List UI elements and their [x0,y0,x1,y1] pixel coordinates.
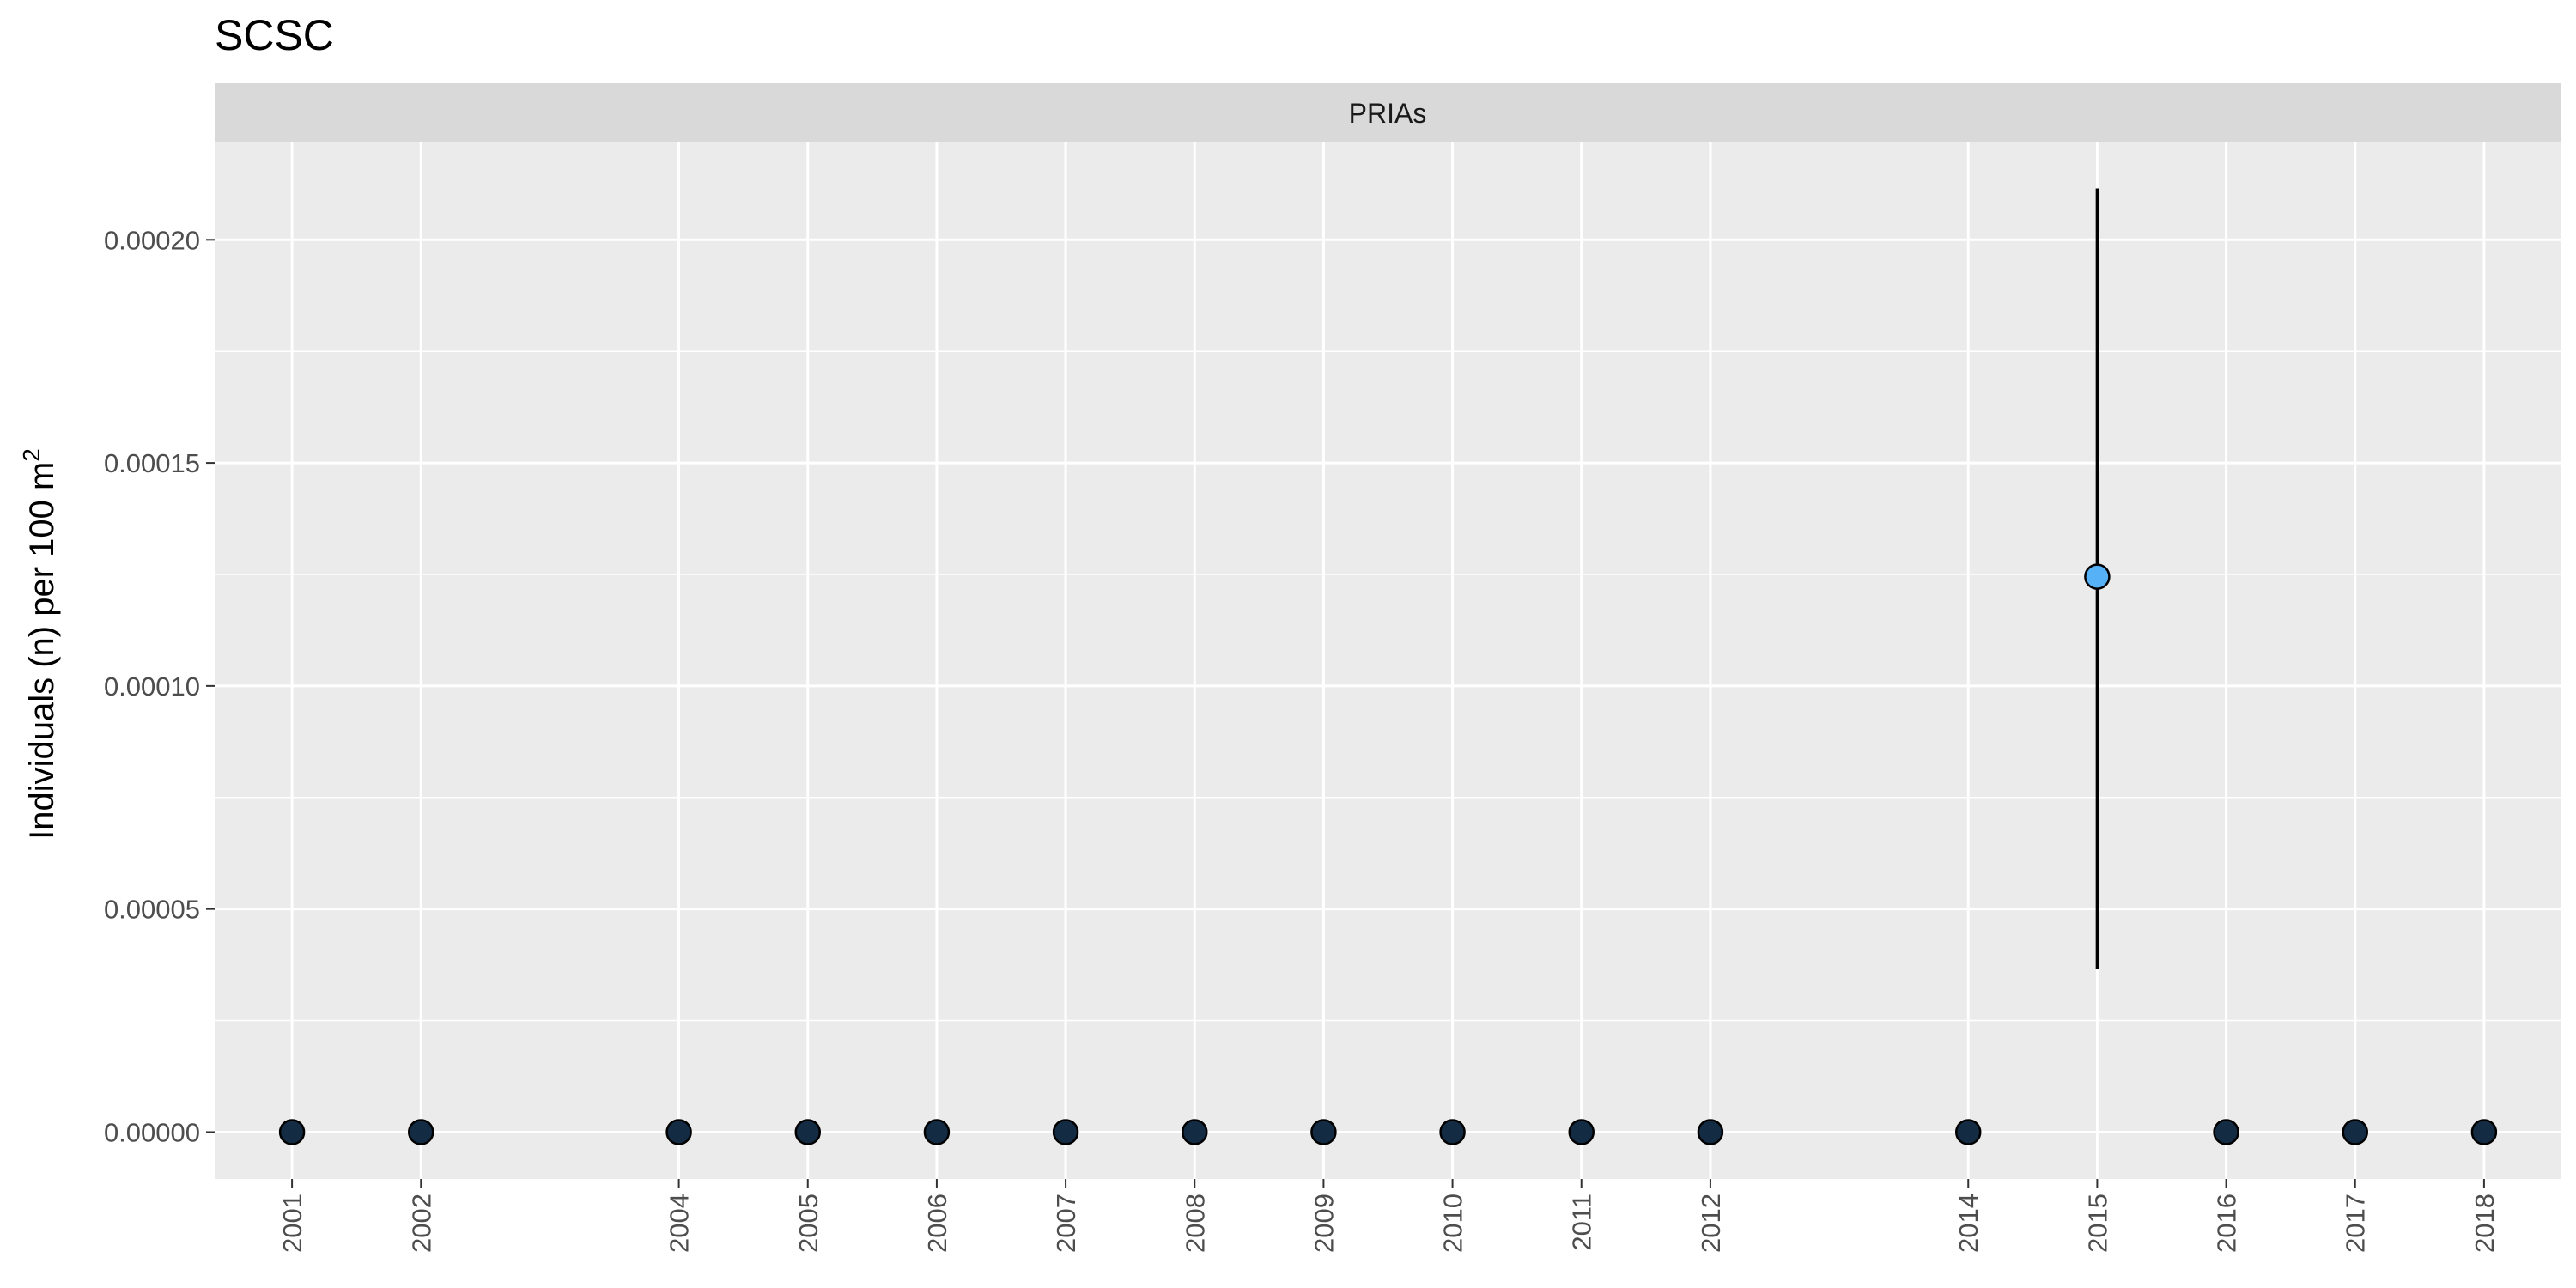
facet-strip-label: PRIAs [1349,98,1427,129]
x-tick-label: 2012 [1696,1194,1726,1253]
data-point [1954,1119,1982,1145]
facet-strip [215,83,2561,142]
x-tick-label: 2008 [1180,1194,1210,1253]
x-tick-label: 2011 [1567,1194,1597,1251]
data-point [408,1119,434,1145]
y-axis-title: Individuals (n) per 100 m2 [18,448,61,840]
data-point [1052,1119,1079,1145]
data-point [278,1119,306,1145]
y-tick-label: 0.00010 [104,671,200,702]
x-tick-label: 2010 [1438,1194,1468,1253]
y-tick-label: 0.00015 [104,448,200,478]
x-tick-label: 2015 [2082,1194,2112,1253]
y-tick-label: 0.00020 [104,225,200,255]
data-point [2470,1119,2498,1145]
x-tick-label: 2001 [277,1194,307,1253]
data-point [2084,563,2111,590]
minor-gridlines [215,350,2561,1022]
y-axis-title-superscript: 2 [18,448,45,462]
x-tick-label: 2006 [922,1194,952,1253]
data-point [665,1119,692,1145]
x-tick-label: 2017 [2341,1194,2371,1253]
x-axis: 2001 2002 2004 2005 2006 2007 2008 2009 2010 2011… [277,1179,2500,1253]
x-tick-label: 2005 [793,1194,823,1253]
plot-panel [215,142,2561,1179]
x-tick-label: 2014 [1953,1194,1984,1253]
y-tick-label: 0.00000 [104,1117,200,1147]
data-point [1182,1119,1208,1145]
chart-title: SCSC [215,11,334,59]
x-tick-label: 2007 [1051,1194,1081,1253]
x-tick-label: 2018 [2470,1194,2500,1253]
data-point [2213,1119,2239,1145]
y-axis-title-text: Individuals (n) per 100 m [23,462,61,840]
x-tick-label: 2002 [406,1194,436,1253]
data-point [1310,1119,1337,1145]
data-point [1568,1119,1595,1145]
x-tick-label: 2009 [1309,1194,1339,1253]
data-point [794,1119,822,1145]
y-tick-label: 0.00005 [104,895,200,925]
data-point [2342,1119,2368,1145]
data-point [923,1119,951,1145]
data-points [278,563,2498,1145]
x-tick-label: 2016 [2212,1194,2242,1253]
data-point [1697,1119,1724,1145]
data-point [1439,1119,1466,1145]
y-axis: 0.00000 0.00005 0.00010 0.00015 0.00020 [104,225,215,1147]
x-tick-label: 2004 [665,1194,695,1253]
